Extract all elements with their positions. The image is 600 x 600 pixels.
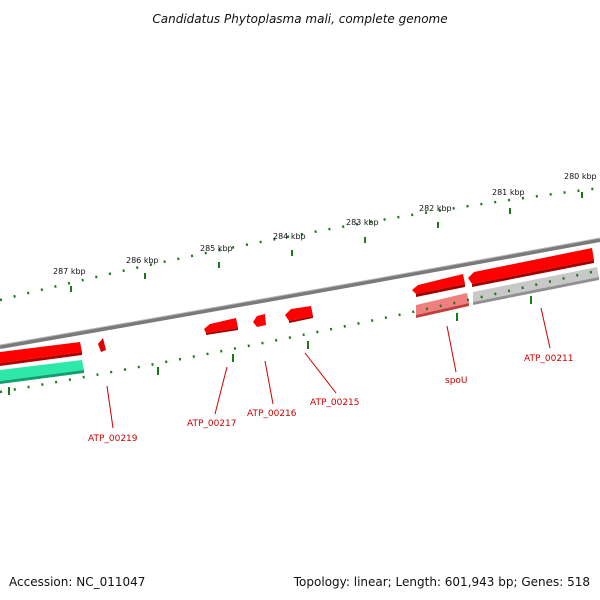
gene-label[interactable]: spoU [445,376,468,386]
genome-backbone [0,238,600,349]
inner-scale-dots [0,268,600,394]
gene-feature[interactable] [253,314,266,327]
scale-label: 287 kbp [53,267,86,276]
gene-feature[interactable] [468,248,594,284]
forward-strand-genes [0,248,594,366]
leader-line [540,307,551,349]
scale-label: 286 kbp [126,256,159,265]
outer-scale-track: 287 kbp 286 kbp 285 kbp 284 kbp 283 kbp … [0,172,600,302]
scale-label: 280 kbp [564,172,597,181]
gene-leaders [106,307,551,429]
gene-feature[interactable] [416,293,469,315]
gene-feature[interactable] [98,338,106,352]
gene-feature[interactable] [0,342,82,363]
gene-feature-edge [472,260,594,287]
gene-feature[interactable] [285,306,313,321]
gene-feature[interactable] [0,360,84,381]
gene-feature-edge [416,284,465,297]
gene-feature-edge [473,277,599,305]
leader-line [264,360,274,405]
gene-feature-edge [416,303,469,318]
accession-text: Accession: NC_011047 [9,575,145,589]
gene-label[interactable]: ATP_00211 [524,354,574,364]
leader-line [446,325,457,373]
gene-feature-edge [206,328,238,335]
scale-label: 281 kbp [492,188,525,197]
map-title: Candidatus Phytoplasma mali, complete ge… [152,12,447,26]
scale-label: 283 kbp [346,218,379,227]
leader-line [106,385,114,429]
gene-feature-edge [289,316,313,323]
genome-backbone-highlight [0,237,600,346]
gene-feature-edge [0,370,84,384]
gene-feature-edge [0,352,82,366]
gene-label[interactable]: ATP_00216 [247,409,297,419]
inner-scale-track [0,268,600,395]
leader-line [214,366,228,415]
gene-label[interactable]: ATP_00219 [88,434,138,444]
gene-labels: ATP_00219 ATP_00217 ATP_00216 ATP_00215 … [88,354,574,444]
leader-line [304,352,337,394]
gene-feature[interactable] [204,318,238,333]
secondary-features [0,267,599,384]
outer-scale-dots [0,186,600,302]
scale-label: 285 kbp [200,244,233,253]
gene-label[interactable]: ATP_00215 [310,398,360,408]
scale-label: 284 kbp [273,232,306,241]
genome-summary-text: Topology: linear; Length: 601,943 bp; Ge… [293,575,590,589]
gene-label[interactable]: ATP_00217 [187,419,237,429]
gene-feature[interactable] [412,274,465,294]
scale-label: 282 kbp [419,204,452,213]
